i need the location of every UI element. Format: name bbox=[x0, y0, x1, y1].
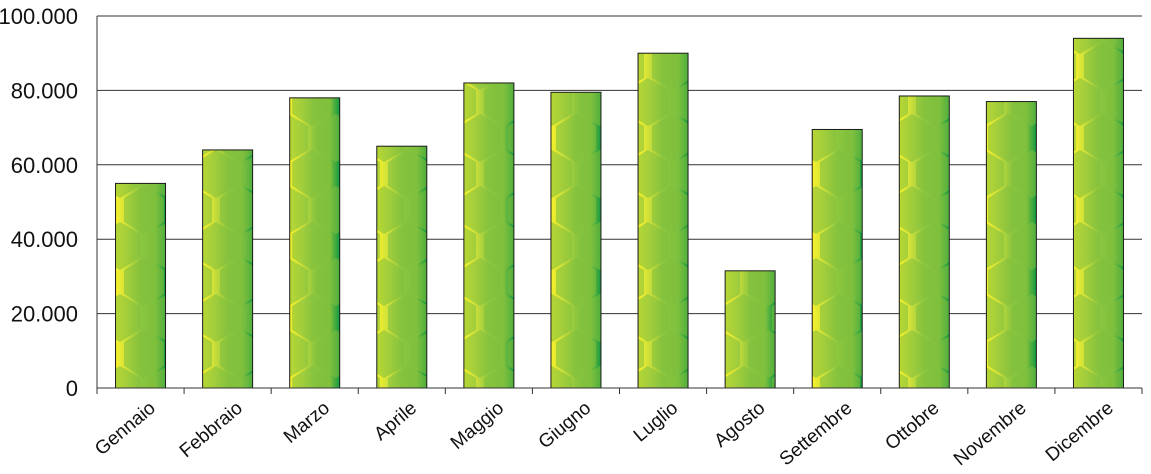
bar bbox=[811, 128, 863, 389]
x-tick-label: Marzo bbox=[280, 398, 334, 448]
y-tick-label: 60.000 bbox=[11, 153, 78, 178]
bar-pattern bbox=[115, 183, 166, 388]
bar-pattern bbox=[202, 149, 253, 388]
bar-pattern bbox=[638, 53, 689, 388]
bar-pattern bbox=[725, 270, 776, 388]
bar-pattern bbox=[289, 97, 340, 388]
x-tick-label: Maggio bbox=[447, 398, 508, 454]
bar-pattern bbox=[899, 95, 950, 388]
y-tick-label: 40.000 bbox=[11, 227, 78, 252]
x-tick-labels: Gennaio Febbraio Marzo Aprile Maggio Giugno Lu… bbox=[91, 398, 1118, 470]
x-tick-label: Ottobre bbox=[881, 398, 943, 455]
y-tick-label: 0 bbox=[66, 376, 78, 401]
bar-pattern bbox=[550, 92, 601, 388]
y-tick-labels: 0 20.000 40.000 60.000 80.000 100.000 bbox=[0, 4, 78, 401]
x-tick-label: Febbraio bbox=[176, 398, 247, 462]
bar bbox=[724, 270, 776, 389]
bar bbox=[1072, 37, 1124, 389]
bar bbox=[898, 95, 950, 389]
x-tick-label: Settembre bbox=[776, 398, 857, 469]
bar-pattern bbox=[463, 82, 514, 389]
y-tick-label: 20.000 bbox=[11, 302, 78, 327]
gridlines bbox=[97, 15, 1142, 315]
bar bbox=[463, 82, 515, 389]
bar-pattern bbox=[376, 146, 427, 388]
bar bbox=[985, 101, 1037, 389]
bar bbox=[550, 91, 602, 389]
bar-pattern bbox=[1073, 38, 1124, 388]
x-tick-label: Luglio bbox=[630, 398, 682, 447]
bar bbox=[376, 145, 428, 389]
y-tick-label: 100.000 bbox=[0, 4, 78, 29]
y-tick-label: 80.000 bbox=[11, 78, 78, 103]
bar bbox=[289, 97, 341, 389]
x-tick-label: Dicembre bbox=[1042, 398, 1118, 466]
x-tick-label: Novembre bbox=[950, 398, 1031, 469]
bar-pattern bbox=[812, 129, 863, 388]
bar bbox=[202, 149, 254, 389]
bar bbox=[115, 182, 167, 389]
x-tick-label: Agosto bbox=[711, 398, 770, 452]
axes bbox=[96, 16, 1143, 394]
bar bbox=[637, 52, 689, 389]
x-tick-label: Gennaio bbox=[91, 398, 160, 460]
x-tick-label: Aprile bbox=[370, 398, 421, 445]
x-tick-label: Giugno bbox=[535, 398, 595, 453]
bar-pattern bbox=[986, 101, 1037, 388]
bars bbox=[115, 37, 1124, 389]
